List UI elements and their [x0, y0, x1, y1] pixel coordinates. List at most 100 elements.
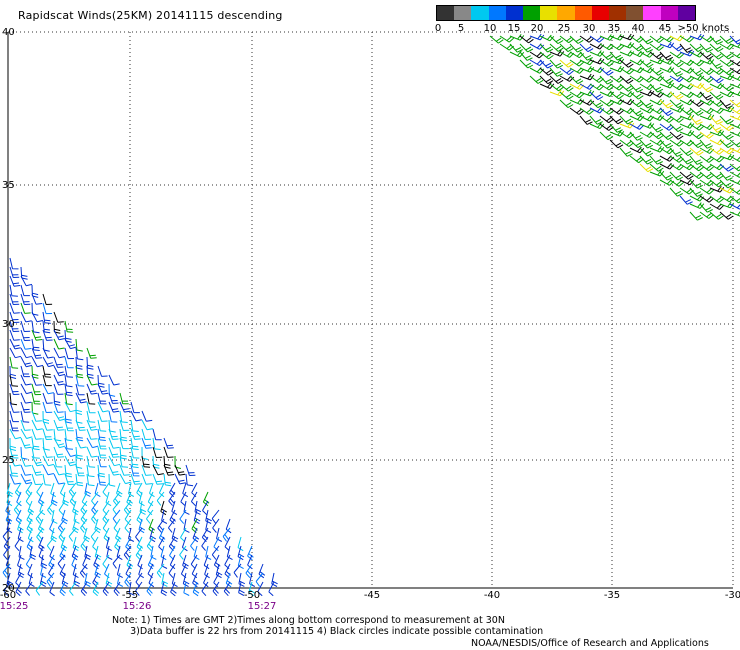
legend-label: 40 — [631, 23, 645, 34]
wind-barb — [629, 107, 644, 117]
wind-barb — [9, 473, 21, 485]
wind-barb — [9, 284, 18, 297]
wind-barb — [91, 500, 99, 515]
wind-barb — [539, 34, 555, 42]
wind-barb — [190, 491, 198, 507]
wind-barb — [119, 473, 132, 485]
wind-barb — [5, 554, 12, 570]
wind-barb — [699, 83, 714, 93]
wind-barb — [519, 43, 534, 53]
wind-barb — [569, 107, 584, 115]
wind-barb — [20, 365, 30, 378]
wind-barb — [9, 464, 19, 477]
wind-barb — [75, 437, 87, 449]
wind-barb — [729, 75, 740, 82]
wind-barb — [519, 51, 533, 61]
wind-barb — [38, 545, 45, 561]
wind-barb — [599, 99, 615, 107]
wind-barb — [42, 464, 55, 476]
wind-barb — [709, 59, 723, 69]
wind-barb — [539, 43, 554, 53]
wind-barb — [174, 464, 186, 476]
wind-barb — [669, 59, 684, 68]
wind-barb — [135, 527, 143, 542]
wind-barb — [599, 51, 614, 61]
wind-barb — [729, 211, 740, 217]
wind-barb — [659, 75, 674, 84]
wind-barb — [20, 419, 31, 431]
wind-barb — [609, 33, 625, 41]
wind-barb — [97, 383, 109, 395]
wind-barb — [679, 75, 695, 83]
wind-barb — [709, 51, 724, 60]
wind-barb — [619, 50, 635, 57]
wind-barb — [629, 50, 645, 58]
wind-barb — [180, 527, 187, 543]
wind-barb — [97, 392, 107, 405]
wind-barb — [719, 147, 735, 155]
wind-barb — [215, 563, 223, 579]
wind-barb — [247, 545, 254, 561]
wind-barb — [609, 91, 624, 100]
wind-barb — [42, 392, 53, 404]
wind-barb — [669, 91, 684, 100]
wind-barb — [171, 572, 178, 588]
wind-barb — [9, 311, 20, 323]
legend-color-bar — [436, 5, 696, 21]
wind-barb — [31, 356, 44, 368]
wind-barb — [689, 43, 704, 53]
wind-barb — [112, 554, 121, 569]
wind-barb — [9, 383, 20, 395]
wind-barb — [25, 554, 33, 570]
wind-barb — [38, 491, 45, 507]
wind-barb — [39, 500, 46, 516]
wind-barb — [5, 500, 11, 516]
wind-barb — [75, 419, 86, 431]
wind-barb — [42, 302, 53, 315]
wind-barb — [9, 293, 20, 305]
legend-label: 35 — [607, 23, 621, 34]
wind-barb — [31, 446, 40, 459]
wind-barb — [599, 75, 613, 85]
wind-barb — [729, 195, 740, 204]
wind-barb — [130, 428, 141, 440]
wind-barb — [9, 419, 19, 432]
wind-barb — [679, 195, 693, 205]
wind-barb — [649, 83, 664, 93]
wind-barb — [9, 446, 19, 459]
wind-barb — [689, 155, 703, 165]
wind-barb — [53, 383, 64, 395]
latitude-tick-label: 30 — [2, 319, 15, 330]
wind-barb — [599, 90, 615, 97]
wind-barb — [669, 123, 684, 133]
wind-barb — [669, 147, 683, 157]
wind-barb — [559, 43, 574, 53]
wind-barb — [42, 446, 53, 458]
wind-barb — [80, 581, 88, 597]
wind-barb — [729, 115, 740, 121]
wind-barb — [709, 35, 723, 45]
wind-barb — [689, 187, 703, 197]
wind-barb — [94, 545, 102, 561]
wind-barb — [124, 572, 132, 587]
wind-barb — [185, 464, 196, 476]
wind-barb — [125, 536, 132, 552]
wind-barb — [245, 563, 253, 579]
pass-time-label: 15:26 — [123, 601, 152, 612]
wind-barb — [669, 179, 684, 187]
wind-barb — [31, 329, 43, 341]
wind-barb — [141, 437, 152, 449]
wind-barb — [9, 356, 19, 369]
wind-barb — [699, 43, 713, 53]
wind-barb — [699, 91, 713, 101]
wind-barb — [42, 455, 55, 467]
wind-barb — [36, 527, 44, 542]
wind-barb — [136, 536, 144, 552]
wind-barb — [75, 365, 84, 379]
wind-barb — [64, 347, 75, 360]
wind-barb — [659, 155, 675, 162]
wind-barb — [669, 51, 684, 59]
wind-barb — [609, 107, 624, 115]
wind-barb — [116, 563, 123, 579]
wind-barb — [719, 59, 734, 67]
